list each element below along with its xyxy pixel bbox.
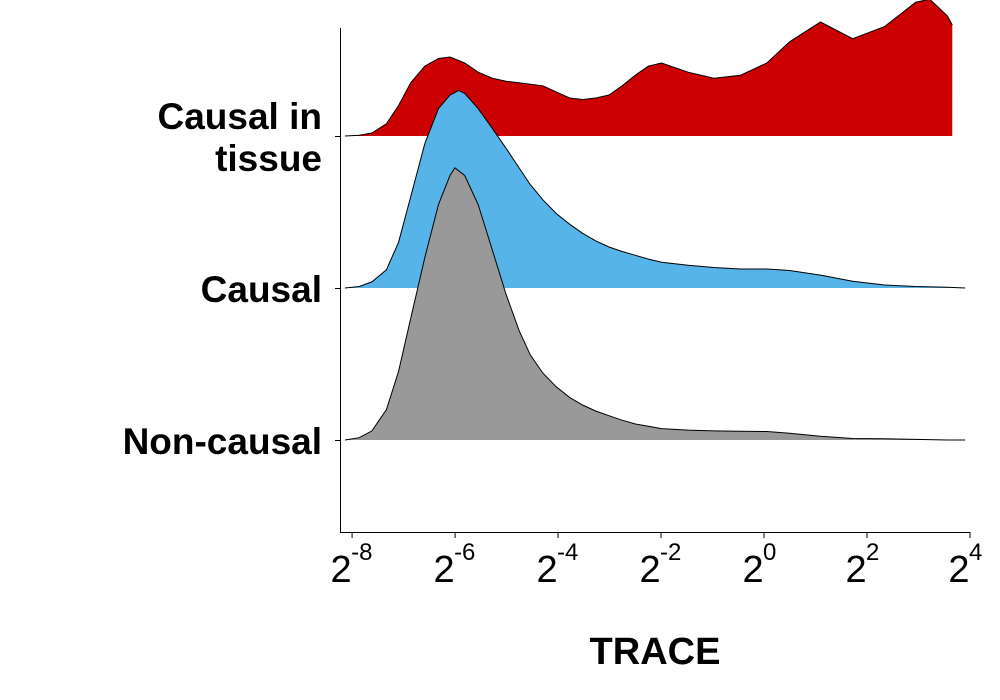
x-tick-label: 2 [536,549,557,591]
y-axis-label: Causal [201,269,322,310]
ridge-outline-causal-in-tissue [344,0,953,137]
ridges-layer [344,0,966,441]
x-tick-exponent: 4 [969,539,982,566]
ridge-outline-causal [344,89,966,289]
y-ticks [335,136,340,441]
y-axis-label: Causal in [158,96,323,137]
x-tick-exponent: 0 [763,539,776,566]
y-axis-label: Non-causal [123,421,322,462]
x-tick-exponent: -4 [557,539,578,566]
x-ticks: 2 -8 2 -6 2 -4 2 -2 2 0 2 2 2 4 [331,532,982,591]
ridge-area-non-causal [344,167,966,440]
x-tick-label: 2 [948,549,969,591]
x-tick-exponent: 2 [866,539,879,566]
x-tick-label: 2 [331,549,352,591]
x-tick-label: 2 [742,549,763,591]
x-tick-exponent: -2 [660,539,681,566]
x-tick-label: 2 [845,549,866,591]
y-axis-label: tissue [215,138,322,179]
x-tick-exponent: -6 [454,539,475,566]
x-tick-exponent: -8 [351,539,372,566]
x-tick-label: 2 [433,549,454,591]
ridge-outline-non-causal [344,167,966,441]
x-axis-title: TRACE [590,631,721,673]
x-tick-label: 2 [639,549,660,591]
ridge-area-causal-in-tissue [344,0,953,136]
